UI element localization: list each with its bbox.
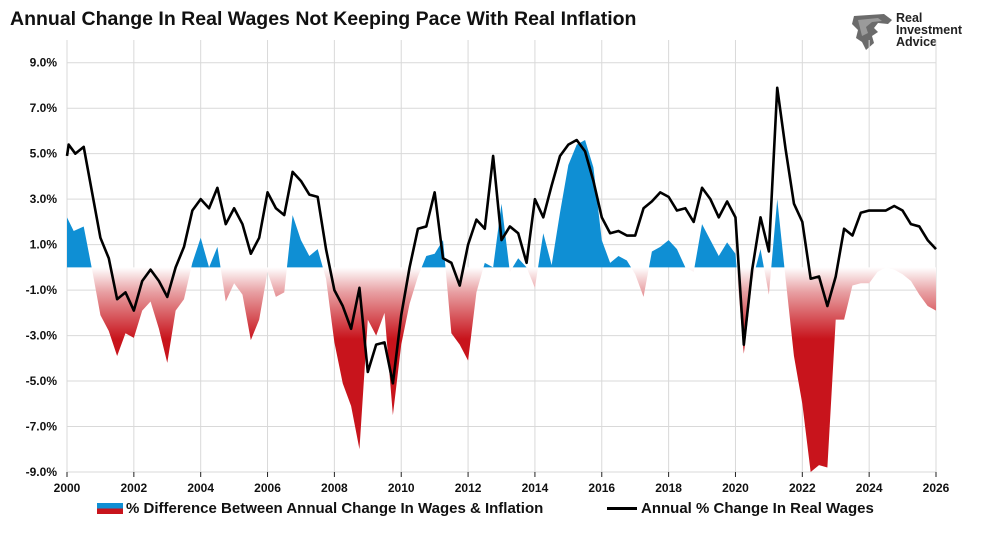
chart-title: Annual Change In Real Wages Not Keeping … <box>10 8 637 30</box>
logo-line-2: Investment <box>896 23 962 37</box>
x-tick-label: 2010 <box>388 481 415 495</box>
y-tick-label: -7.0% <box>26 420 58 434</box>
y-tick-label: -1.0% <box>26 283 58 297</box>
y-tick-label: 3.0% <box>30 192 58 206</box>
x-tick-label: 2000 <box>54 481 81 495</box>
x-tick-label: 2026 <box>923 481 950 495</box>
logo-line-1: Real <box>896 11 923 25</box>
x-tick-label: 2014 <box>522 481 549 495</box>
y-tick-label: -5.0% <box>26 374 58 388</box>
legend-label-difference: % Difference Between Annual Change In Wa… <box>126 500 544 517</box>
legend-swatch-area <box>97 503 123 514</box>
x-tick-label: 2018 <box>655 481 682 495</box>
x-tick-label: 2008 <box>321 481 348 495</box>
y-tick-label: 9.0% <box>30 56 58 70</box>
y-tick-label: -3.0% <box>26 329 58 343</box>
legend-label-real-wages: Annual % Change In Real Wages <box>641 500 874 517</box>
x-tick-label: 2002 <box>120 481 147 495</box>
series-line-real-wages <box>65 86 937 385</box>
x-tick-label: 2006 <box>254 481 281 495</box>
legend-item-real-wages: Annual % Change In Real Wages <box>607 500 874 517</box>
x-tick-label: 2004 <box>187 481 214 495</box>
x-tick-label: 2022 <box>789 481 816 495</box>
x-tick-label: 2020 <box>722 481 749 495</box>
eagle-head-logo-icon <box>852 14 892 50</box>
y-tick-label: 1.0% <box>30 238 58 252</box>
x-tick-label: 2016 <box>588 481 615 495</box>
y-tick-label: -9.0% <box>26 465 58 479</box>
logo-line-3: Advice <box>896 35 937 49</box>
legend: % Difference Between Annual Change In Wa… <box>0 500 981 520</box>
x-tick-label: 2012 <box>455 481 482 495</box>
legend-item-difference: % Difference Between Annual Change In Wa… <box>97 500 543 517</box>
x-tick-label: 2024 <box>856 481 883 495</box>
y-tick-label: 7.0% <box>30 101 58 115</box>
area-negative <box>67 267 936 472</box>
y-tick-label: 5.0% <box>30 147 58 161</box>
area-positive <box>67 140 936 268</box>
logo-wordmark: Real Investment Advice <box>896 11 962 49</box>
legend-swatch-line <box>607 507 637 510</box>
